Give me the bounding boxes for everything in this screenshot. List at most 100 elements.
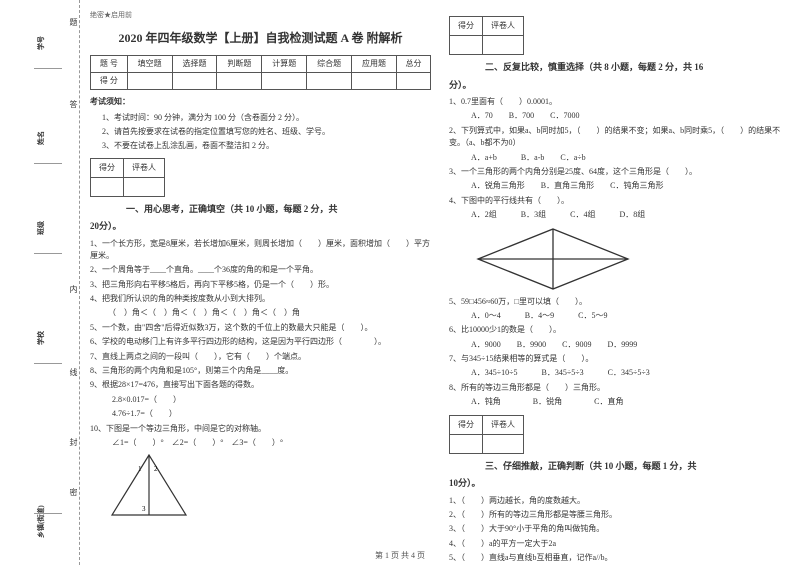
section-2-title: 二、反复比较，慎重选择（共 8 小题，每题 2 分，共 16 [449, 61, 790, 75]
label-student-id: 学号 [36, 36, 46, 50]
td [217, 72, 262, 89]
choice-opt: A．锐角三角形 B．直角三角形 C．钝角三角形 [463, 180, 790, 192]
label-town: 乡镇(街道) [36, 505, 46, 538]
seal-text: 答 [68, 100, 79, 108]
choice-q: 4、下图中的平行线共有（ ）。 [449, 195, 790, 207]
choice-q: 1、0.7里面有（ ）0.0001。 [449, 96, 790, 108]
choice-opt: A．钝角 B．锐角 C．直角 [463, 396, 790, 408]
fill-q-sub: （ ）角＜（ ）角＜（ ）角＜（ ）角＜（ ）角 [104, 307, 431, 319]
line [34, 163, 62, 164]
th: 填空题 [127, 55, 172, 72]
fill-q-sub: 4.76÷1.7=（ ） [104, 408, 431, 420]
exam-title: 2020 年四年级数学【上册】自我检测试题 A 卷 附解析 [90, 29, 431, 47]
grader-label: 评卷人 [483, 17, 524, 36]
td [396, 72, 430, 89]
section-3-title: 三、仔细推敲，正确判断（共 10 小题，每题 1 分，共 [449, 460, 790, 474]
page-footer: 第 1 页 共 4 页 [0, 550, 800, 561]
column-right: 得分评卷人 二、反复比较，慎重选择（共 8 小题，每题 2 分，共 16 分）。… [449, 10, 790, 545]
fill-q: 4、把我们所认识的角的种类按度数从小到大排列。 [90, 293, 431, 305]
grader-label: 评卷人 [483, 415, 524, 434]
label-name: 姓名 [36, 131, 46, 145]
choice-q: 7、与345÷15结果相等的算式是（ ）。 [449, 353, 790, 365]
th: 判断题 [217, 55, 262, 72]
line [34, 513, 62, 514]
section-1-title-b: 20分）。 [90, 220, 431, 234]
judge-q: 4、（ ）a的平方一定大于2a [449, 538, 790, 550]
label-school: 学校 [36, 331, 46, 345]
th: 计算题 [262, 55, 307, 72]
svg-text:1: 1 [138, 465, 142, 473]
td [172, 72, 217, 89]
score-label: 得分 [91, 158, 124, 177]
choice-opt: A．2组 B．3组 C．4组 D．8组 [463, 209, 790, 221]
seal-text: 题 [68, 18, 79, 26]
td [262, 72, 307, 89]
rhombus-figure [473, 226, 633, 292]
fill-q-sub: 2.8×0.017=（ ） [104, 394, 431, 406]
secret-label: 绝密★启用前 [90, 10, 431, 21]
th: 综合题 [307, 55, 352, 72]
fill-q: 5、一个数，由"四舍"后得近似数3万，这个数的千位上的数最大只能是（ ）。 [90, 322, 431, 334]
section-3-title-b: 10分）。 [449, 477, 790, 491]
section-1-title: 一、用心思考，正确填空（共 10 小题，每题 2 分，共 [90, 203, 431, 217]
seal-text: 内 [68, 285, 79, 293]
empty-cell [483, 434, 524, 453]
score-header-table: 题 号 填空题 选择题 判断题 计算题 综合题 应用题 总分 得 分 [90, 55, 431, 90]
seal-text: 线 [68, 368, 79, 376]
choice-q: 6、比10000少1的数是（ ）。 [449, 324, 790, 336]
score-label: 得分 [450, 17, 483, 36]
th: 选择题 [172, 55, 217, 72]
grader-label: 评卷人 [124, 158, 165, 177]
empty-cell [483, 36, 524, 55]
fill-q: 10、下图是一个等边三角形，中间是它的对称轴。 [90, 423, 431, 435]
rule-item: 2、请首先按要求在试卷的指定位置填写您的姓名、班级、学号。 [90, 126, 431, 138]
line [34, 363, 62, 364]
triangle-figure: 1 2 3 [104, 451, 194, 521]
fill-q: 2、一个周角等于____个直角。____个36度的角的和是一个平角。 [90, 264, 431, 276]
fill-q: 7、直线上两点之间的一段叫（ ），它有（ ）个端点。 [90, 351, 431, 363]
choice-opt: A．70 B．700 C．7000 [463, 110, 790, 122]
th: 应用题 [352, 55, 397, 72]
judge-q: 2、（ ）所有的等边三角形都是等腰三角形。 [449, 509, 790, 521]
section-scorebox: 得分评卷人 [449, 16, 524, 55]
judge-q: 3、（ ）大于90°小于平角的角叫做钝角。 [449, 523, 790, 535]
page-content: 绝密★启用前 2020 年四年级数学【上册】自我检测试题 A 卷 附解析 题 号… [90, 10, 790, 545]
empty-cell [450, 434, 483, 453]
binding-margin: 学号 姓名 班级 学校 乡镇(街道) 题 答 内 线 封 密 [32, 0, 80, 565]
svg-text:3: 3 [142, 505, 146, 513]
empty-cell [124, 177, 165, 196]
choice-q: 2、下列算式中，如果a、b同时加5，（ ）的结果不变；如果a、b同时乘5，（ ）… [449, 125, 790, 150]
empty-cell [450, 36, 483, 55]
fill-q: 3、把三角形向右平移5格后，再向下平移5格，仍是一个（ ）形。 [90, 279, 431, 291]
section-2-title-b: 分）。 [449, 79, 790, 93]
fill-q: 1、一个长方形，宽是8厘米，若长增加6厘米，则周长增加（ ）厘米，面积增加（ ）… [90, 238, 431, 263]
th: 总分 [396, 55, 430, 72]
line [34, 68, 62, 69]
choice-opt: A．9000 B．9900 C．9009 D．9999 [463, 339, 790, 351]
rule-item: 3、不要在试卷上乱涂乱画，卷面不整洁扣 2 分。 [90, 140, 431, 152]
choice-q: 3、一个三角形的两个内角分别是25度、64度，这个三角形是（ ）。 [449, 166, 790, 178]
td: 得 分 [91, 72, 128, 89]
choice-opt: A．a+b B．a-b C．a÷b [463, 152, 790, 164]
label-class: 班级 [36, 221, 46, 235]
fill-q: 8、三角形的两个内角和是105°，则第三个内角是____度。 [90, 365, 431, 377]
th: 题 号 [91, 55, 128, 72]
column-left: 绝密★启用前 2020 年四年级数学【上册】自我检测试题 A 卷 附解析 题 号… [90, 10, 431, 545]
choice-q: 5、59□456≈60万，□里可以填（ ）。 [449, 296, 790, 308]
line [34, 253, 62, 254]
section-scorebox: 得分评卷人 [449, 415, 524, 454]
section-scorebox: 得分评卷人 [90, 158, 165, 197]
empty-cell [91, 177, 124, 196]
td [127, 72, 172, 89]
fill-q: 6、学校的电动移门上有许多平行四边形的结构，这是因为平行四边形（ ）。 [90, 336, 431, 348]
score-label: 得分 [450, 415, 483, 434]
rule-item: 1、考试时间：90 分钟，满分为 100 分（含卷面分 2 分）。 [90, 112, 431, 124]
fill-q-sub: ∠1=（ ）° ∠2=（ ）° ∠3=（ ）° [104, 437, 431, 449]
fill-q: 9、根据28×17=476，直接写出下面各题的得数。 [90, 379, 431, 391]
choice-q: 8、所有的等边三角形都是（ ）三角形。 [449, 382, 790, 394]
seal-text: 封 [68, 438, 79, 446]
choice-opt: A．0～4 B．4～9 C．5～9 [463, 310, 790, 322]
svg-text:2: 2 [154, 465, 158, 473]
seal-text: 密 [68, 488, 79, 496]
td [307, 72, 352, 89]
